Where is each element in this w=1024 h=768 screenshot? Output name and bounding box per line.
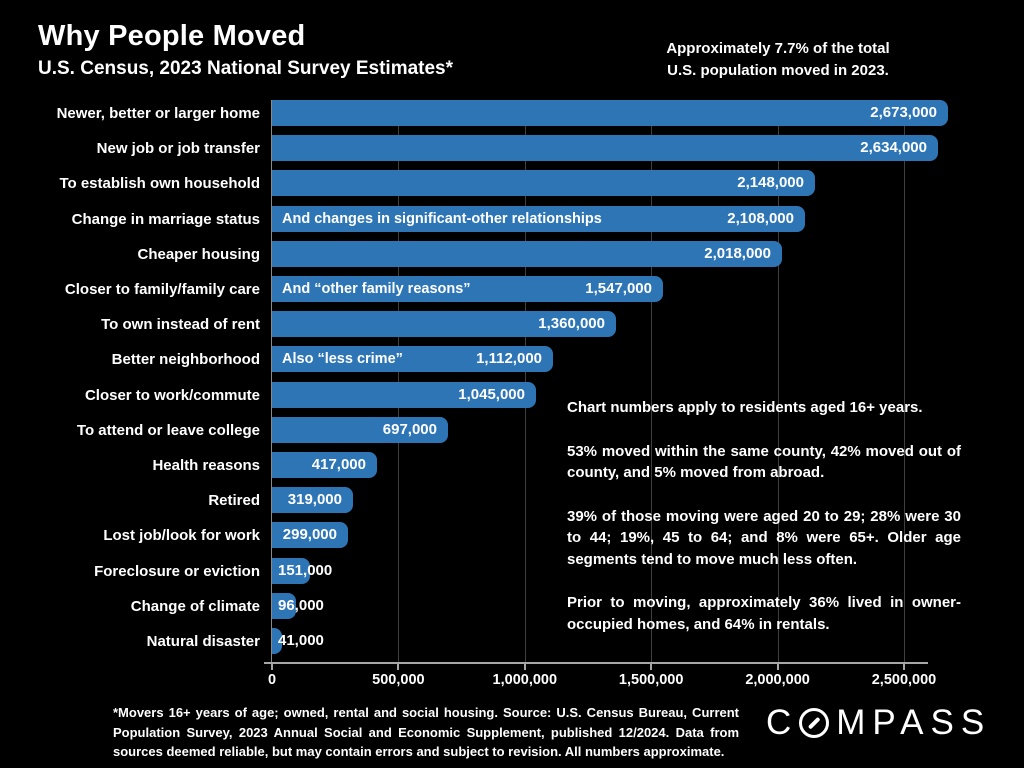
x-tick-label: 2,000,000 <box>745 672 810 688</box>
bar: 299,000 <box>272 522 348 548</box>
footnote: *Movers 16+ years of age; owned, rental … <box>113 705 739 759</box>
x-tick-label: 1,000,000 <box>492 672 558 688</box>
category-label: To attend or leave college <box>76 421 260 439</box>
value-label: 2,148,000 <box>737 174 804 191</box>
bar: 2,634,000 <box>272 135 938 161</box>
category-label: Change of climate <box>130 597 260 615</box>
category-label: Foreclosure or eviction <box>94 562 260 580</box>
value-label: 1,045,000 <box>458 386 525 403</box>
x-tick-label: 2,500,000 <box>871 672 937 688</box>
bar: And changes in significant-other relatio… <box>272 206 805 232</box>
category-label: Health reasons <box>152 456 260 474</box>
bar-annotation: And “other family reasons” <box>282 281 471 297</box>
category-label: To establish own household <box>59 174 260 192</box>
value-label: 697,000 <box>382 421 437 438</box>
bar: 2,018,000 <box>272 241 782 267</box>
page-title: Why People Moved <box>38 20 306 52</box>
bar: 697,000 <box>272 417 448 443</box>
bar: 1,360,000 <box>272 311 616 337</box>
gridline <box>524 100 526 662</box>
value-label: 1,360,000 <box>538 315 605 332</box>
bar: Also “less crime” 1,112,000 <box>272 346 553 372</box>
value-label: 299,000 <box>282 526 337 543</box>
compass-o-icon <box>799 708 830 738</box>
x-tick-mark <box>523 662 526 670</box>
side-note-paragraph: 39% of those moving were aged 20 to 29; … <box>567 507 961 568</box>
x-tick-mark <box>397 662 400 670</box>
category-label: Newer, better or larger home <box>56 104 260 122</box>
value-label: 41,000 <box>278 632 324 649</box>
top-note: Approximately 7.7% of the total U.S. pop… <box>648 38 908 82</box>
top-note-line2: U.S. population moved in 2023. <box>667 62 889 79</box>
value-label: 1,547,000 <box>585 280 652 297</box>
bar: 2,148,000 <box>272 170 815 196</box>
bar: 319,000 <box>272 487 353 513</box>
x-tick-label: 1,500,000 <box>618 672 684 688</box>
title-block: Why People Moved U.S. Census, 2023 Natio… <box>38 20 453 81</box>
bar-annotation: And changes in significant-other relatio… <box>282 211 602 227</box>
bar: 96,000 <box>272 593 324 619</box>
value-label: 151,000 <box>278 562 333 579</box>
bar: 1,045,000 <box>272 382 536 408</box>
bar: 151,000 <box>272 558 332 584</box>
x-tick-mark <box>650 662 653 670</box>
bar-annotation: Also “less crime” <box>282 351 403 367</box>
bar: 2,673,000 <box>272 100 948 126</box>
value-label: 1,112,000 <box>476 350 542 367</box>
side-note: Chart numbers apply to residents aged 16… <box>567 397 961 635</box>
value-label: 2,018,000 <box>704 245 771 262</box>
category-label: Lost job/look for work <box>103 526 260 544</box>
x-tick-label: 0 <box>267 672 277 688</box>
logo-letters-mpass: MPASS <box>836 703 992 742</box>
gridline <box>777 100 779 662</box>
category-label: To own instead of rent <box>101 315 260 333</box>
bar: 417,000 <box>272 452 377 478</box>
value-label: 2,673,000 <box>870 104 937 121</box>
category-label: Retired <box>208 491 260 509</box>
top-note-line1: Approximately 7.7% of the total <box>666 40 890 57</box>
x-tick-mark <box>903 662 905 670</box>
side-note-paragraph: Chart numbers apply to residents aged 16… <box>567 399 923 416</box>
category-label: Change in marriage status <box>71 210 260 228</box>
x-tick-mark <box>271 662 273 670</box>
value-label: 2,108,000 <box>727 210 794 227</box>
x-tick-label: 500,000 <box>372 672 425 688</box>
logo-letter-c: C <box>766 703 799 742</box>
gridline <box>651 100 653 662</box>
bar: 41,000 <box>272 628 324 654</box>
gridline <box>904 100 905 662</box>
page-subtitle: U.S. Census, 2023 National Survey Estima… <box>38 58 454 79</box>
category-label: Closer to family/family care <box>64 280 260 298</box>
category-label: Cheaper housing <box>137 245 260 263</box>
category-label: Natural disaster <box>146 632 260 650</box>
category-label: Better neighborhood <box>111 350 260 368</box>
bar: And “other family reasons” 1,547,000 <box>272 276 663 302</box>
value-label: 2,634,000 <box>860 139 927 156</box>
category-label: Closer to work/commute <box>84 386 260 404</box>
x-tick-mark <box>776 662 779 670</box>
value-label: 319,000 <box>287 491 342 508</box>
value-label: 96,000 <box>278 597 324 614</box>
category-label: New job or job transfer <box>96 139 260 157</box>
x-axis-line <box>264 662 928 664</box>
compass-logo: C MPASS <box>766 702 991 744</box>
side-note-paragraph: Prior to moving, approximately 36% lived… <box>567 594 961 633</box>
y-axis-line <box>271 100 272 662</box>
side-note-paragraph: 53% moved within the same county, 42% mo… <box>567 442 961 482</box>
gridline <box>398 100 400 662</box>
value-label: 417,000 <box>311 456 366 473</box>
